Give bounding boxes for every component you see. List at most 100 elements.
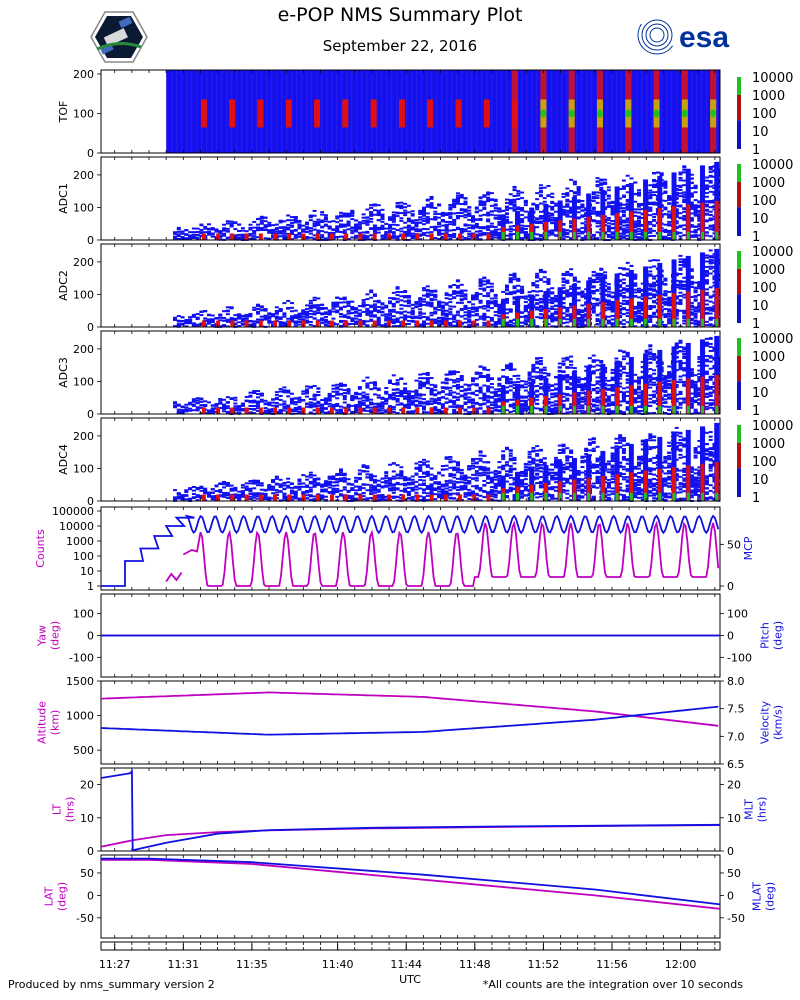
adc-count <box>591 285 596 288</box>
adc-count <box>282 234 287 237</box>
adc-count <box>606 283 611 286</box>
adc-count <box>504 323 509 326</box>
adc-count <box>508 225 513 228</box>
adc-count <box>595 272 600 275</box>
adc-count <box>486 292 491 295</box>
adc-count <box>704 299 709 302</box>
adc-count <box>195 316 200 319</box>
adc-count <box>637 217 642 220</box>
adc-count <box>267 317 272 320</box>
adc-count <box>610 295 615 298</box>
adc-count <box>452 200 457 203</box>
adc-count <box>293 321 298 324</box>
adc-count <box>184 325 189 328</box>
adc-count <box>301 309 306 312</box>
adc-count <box>618 222 623 225</box>
adc-count <box>474 312 479 315</box>
adc-burst <box>472 233 477 240</box>
spectrogram-tof <box>166 70 741 153</box>
adc-count <box>335 215 340 218</box>
adc-count <box>376 323 381 326</box>
adc-count <box>482 226 487 229</box>
adc-count <box>267 321 272 324</box>
adc-count <box>682 265 687 268</box>
adc-count <box>244 230 249 233</box>
adc-count <box>569 200 574 203</box>
adc-count <box>240 234 245 237</box>
adc-count <box>331 310 336 313</box>
adc-count <box>693 322 698 325</box>
adc-count <box>546 278 551 281</box>
adc-count <box>203 231 208 234</box>
adc-count <box>625 191 630 194</box>
adc-count <box>399 307 404 310</box>
adc-count <box>414 228 419 231</box>
adc-count <box>693 211 698 214</box>
adc-count <box>693 199 698 202</box>
adc-count <box>444 318 449 321</box>
adc-count <box>425 317 430 320</box>
adc-count <box>452 218 457 221</box>
adc-count <box>327 231 332 234</box>
adc-count <box>191 313 196 316</box>
adc-count <box>305 307 310 310</box>
adc-count <box>444 315 449 318</box>
adc-count <box>663 292 668 295</box>
adc-count <box>425 316 430 319</box>
adc-count <box>289 320 294 323</box>
adc-burst <box>201 320 206 327</box>
adc-count <box>214 230 219 233</box>
adc-count <box>637 304 642 307</box>
tof-column <box>331 70 333 153</box>
adc-count <box>471 314 476 317</box>
adc-count <box>486 301 491 304</box>
adc-count <box>595 320 600 323</box>
adc-count <box>308 299 313 302</box>
adc-count <box>621 210 626 213</box>
adc-count <box>682 215 687 218</box>
adc-count <box>350 214 355 217</box>
adc-count <box>380 228 385 231</box>
adc-count <box>206 314 211 317</box>
adc-count <box>493 305 498 308</box>
adc-count <box>689 322 694 325</box>
adc-count <box>425 221 430 224</box>
adc-count <box>708 219 713 222</box>
adc-count <box>580 206 585 209</box>
adc-count <box>704 324 709 327</box>
adc-count <box>538 270 543 273</box>
tof-column <box>191 70 193 153</box>
adc-count <box>508 325 513 328</box>
tof-column <box>381 70 383 153</box>
adc-count <box>618 221 623 224</box>
adc-count <box>444 317 449 320</box>
adc-count <box>523 314 528 317</box>
adc-count <box>546 310 551 313</box>
adc-count <box>486 196 491 199</box>
adc-count <box>376 228 381 231</box>
adc-count <box>554 217 559 220</box>
adc-burst <box>301 320 306 327</box>
adc-burst <box>358 233 363 240</box>
spectrogram-adc1 <box>173 161 741 241</box>
adc-count <box>606 293 611 296</box>
adc-count <box>595 231 600 234</box>
adc-count <box>652 178 657 181</box>
adc-count <box>637 315 642 318</box>
adc-count <box>693 320 698 323</box>
adc-count <box>595 191 600 194</box>
adc-count <box>633 325 638 328</box>
adc-count <box>376 309 381 312</box>
adc-count <box>471 296 476 299</box>
adc-count <box>689 182 694 185</box>
adc-count <box>452 296 457 299</box>
adc-count <box>633 310 638 313</box>
adc-count <box>538 301 543 304</box>
adc-count <box>704 279 709 282</box>
adc-count <box>410 228 415 231</box>
adc-count <box>610 231 615 234</box>
adc-burst-core <box>558 307 563 327</box>
adc-count <box>380 235 385 238</box>
adc-count <box>467 314 472 317</box>
adc-count <box>240 236 245 239</box>
